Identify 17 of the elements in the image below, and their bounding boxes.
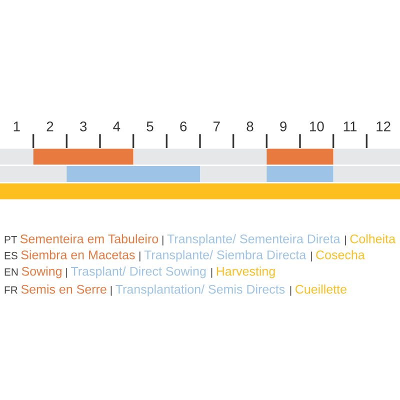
x-tick-label: 10 <box>310 122 324 132</box>
x-tick-label: 7 <box>214 122 220 132</box>
bar <box>0 183 400 200</box>
text: FR Semis en Serre | Transplantation/ Semis Directs | Cueillette <box>4 284 346 296</box>
x-tick-label: 8 <box>246 122 254 132</box>
x-tick-label: 6 <box>180 122 187 132</box>
x-tick-label: 11 <box>344 122 357 132</box>
x-tick-label: 5 <box>146 122 154 132</box>
x-tick-label: 12 <box>376 122 390 132</box>
x-tick-label: 4 <box>113 122 120 132</box>
text: ES Siembra en Macetas | Transplante/ Siembra Directa | Cosecha <box>4 250 365 262</box>
x-tick-label: 1 <box>14 122 20 132</box>
x-tick-label: 9 <box>280 122 287 132</box>
text: EN Sowing | Trasplant/ Direct Sowing | Harvesting <box>4 266 275 278</box>
text: PT Sementeira em Tabuleiro | Transplante/ Sementeira Direta | Colheita <box>4 234 396 246</box>
x-tick-label: 2 <box>46 122 54 132</box>
x-tick-label: 3 <box>80 122 87 132</box>
